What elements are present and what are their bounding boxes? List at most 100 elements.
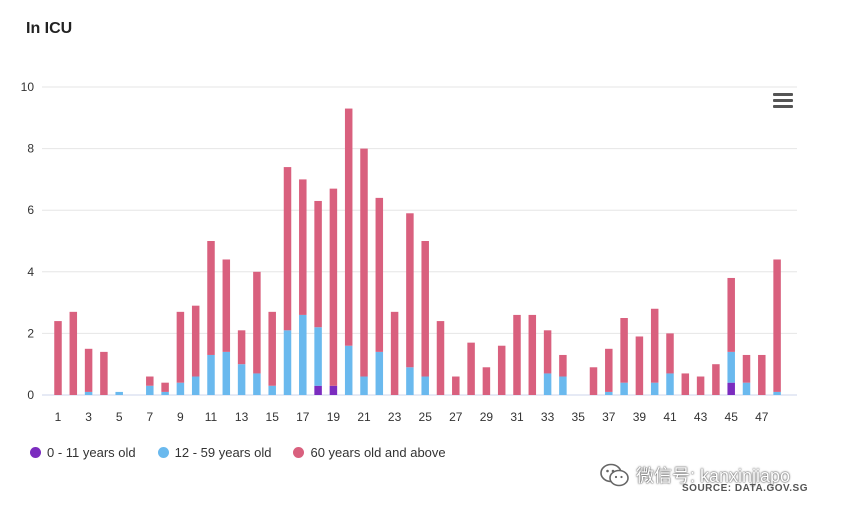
- watermark-text: 微信号: kanxinjiapo: [636, 466, 791, 486]
- bar-segment[interactable]: [329, 188, 338, 386]
- bar-segment[interactable]: [207, 241, 215, 355]
- bar-segment[interactable]: [115, 391, 123, 395]
- bar-segment[interactable]: [406, 213, 414, 368]
- bar-segment[interactable]: [742, 382, 751, 395]
- bar-segment[interactable]: [390, 311, 399, 395]
- bar-segment[interactable]: [314, 200, 322, 328]
- bar-segment[interactable]: [69, 311, 78, 395]
- bar-segment[interactable]: [222, 259, 231, 352]
- bar-segment[interactable]: [191, 376, 200, 395]
- bar-segment[interactable]: [773, 259, 781, 392]
- bar-segment[interactable]: [268, 311, 276, 386]
- grid-lines: [42, 86, 797, 396]
- bar-segment[interactable]: [543, 330, 552, 374]
- bar-segment[interactable]: [253, 271, 261, 374]
- bar-segment[interactable]: [421, 241, 429, 377]
- bar-segment[interactable]: [406, 367, 414, 395]
- x-tick-label: 37: [602, 410, 616, 424]
- bar-segment[interactable]: [84, 391, 93, 395]
- bar-segment[interactable]: [482, 367, 491, 395]
- bar-segment[interactable]: [84, 348, 93, 392]
- bar-segment[interactable]: [513, 314, 521, 395]
- bar-segment[interactable]: [191, 305, 200, 377]
- bar-segment[interactable]: [360, 376, 368, 395]
- legend-item-0-11[interactable]: 0 - 11 years old: [30, 445, 136, 460]
- bar-segment[interactable]: [650, 382, 659, 395]
- legend-dot-0-11: [30, 447, 41, 458]
- bar-segment[interactable]: [329, 385, 338, 395]
- bar-segment[interactable]: [176, 382, 185, 395]
- chart-menu-icon[interactable]: [773, 93, 793, 109]
- bar-segment[interactable]: [742, 354, 751, 383]
- bar-segment[interactable]: [773, 391, 781, 395]
- bar-segment[interactable]: [283, 167, 292, 331]
- x-tick-label: 5: [116, 410, 123, 424]
- x-tick-label: 33: [541, 410, 555, 424]
- bar-segment[interactable]: [237, 364, 246, 395]
- x-tick-label: 47: [755, 410, 769, 424]
- bar-segment[interactable]: [543, 373, 552, 395]
- y-tick-label: 2: [27, 326, 34, 340]
- x-tick-label: 25: [419, 410, 433, 424]
- x-tick-label: 43: [694, 410, 708, 424]
- bar-segment[interactable]: [176, 311, 185, 383]
- bar-segment[interactable]: [436, 321, 445, 395]
- bar-segment[interactable]: [375, 197, 384, 352]
- bar-segment[interactable]: [589, 367, 598, 395]
- bar-segment[interactable]: [146, 376, 154, 386]
- bar-segment[interactable]: [207, 354, 215, 395]
- bar-segment[interactable]: [650, 308, 659, 383]
- x-tick-label: 17: [296, 410, 310, 424]
- bar-segment[interactable]: [100, 351, 108, 395]
- bar-segment[interactable]: [161, 382, 169, 392]
- bar-segment[interactable]: [620, 318, 628, 383]
- bar-segment[interactable]: [283, 330, 292, 395]
- legend-item-12-59[interactable]: 12 - 59 years old: [157, 445, 271, 460]
- bar-segment[interactable]: [268, 385, 276, 395]
- source-credit: SOURCE: DATA.GOV.SG: [682, 483, 808, 494]
- y-tick-label: 0: [27, 388, 34, 402]
- bar-segment[interactable]: [666, 373, 674, 395]
- bar-segment[interactable]: [528, 314, 537, 395]
- bar-segment[interactable]: [666, 333, 674, 374]
- bar-segment[interactable]: [146, 385, 154, 395]
- legend-dot-12-59: [157, 447, 169, 458]
- bar-segment[interactable]: [681, 373, 690, 395]
- bar-segment[interactable]: [727, 382, 735, 395]
- bar-segment[interactable]: [696, 376, 705, 395]
- bar-segment[interactable]: [605, 348, 613, 392]
- bar-segment[interactable]: [253, 373, 261, 395]
- legend-item-60-plus[interactable]: 60 years old and above: [293, 445, 446, 460]
- bar-segment[interactable]: [299, 314, 307, 395]
- bar-segment[interactable]: [344, 345, 353, 395]
- bar-segment[interactable]: [54, 321, 62, 395]
- bar-segment[interactable]: [421, 376, 429, 395]
- bar-segment[interactable]: [299, 179, 307, 315]
- x-tick-label: 39: [633, 410, 647, 424]
- bar-segment[interactable]: [758, 354, 766, 395]
- bar-segment[interactable]: [344, 108, 353, 346]
- bar-segment[interactable]: [360, 148, 368, 377]
- bar-segment[interactable]: [314, 327, 322, 386]
- x-axis-ticks: 1 3 5 7 9 11 13 15 17 19 21 23 25 27 29 31 33 35 37 39 41 43 4…: [55, 410, 769, 424]
- bar-segment[interactable]: [605, 391, 613, 395]
- bar-segment[interactable]: [559, 354, 567, 377]
- bar-segment[interactable]: [237, 330, 246, 365]
- bar-segment[interactable]: [620, 382, 628, 395]
- bar-segment[interactable]: [712, 364, 720, 395]
- x-tick-label: 7: [146, 410, 153, 424]
- bar-segment[interactable]: [727, 351, 735, 383]
- bar-segment[interactable]: [161, 391, 169, 395]
- bar-segment[interactable]: [314, 385, 322, 395]
- bar-segment[interactable]: [635, 336, 644, 395]
- bar-segment[interactable]: [452, 376, 460, 395]
- y-tick-label: 4: [27, 265, 34, 279]
- bar-segment[interactable]: [222, 351, 231, 395]
- bar-segment[interactable]: [727, 277, 735, 352]
- bar-segment[interactable]: [467, 342, 475, 395]
- y-tick-label: 10: [21, 80, 35, 94]
- bar-segment[interactable]: [375, 351, 384, 395]
- bar-segment[interactable]: [559, 376, 567, 395]
- bar-segment[interactable]: [497, 345, 506, 395]
